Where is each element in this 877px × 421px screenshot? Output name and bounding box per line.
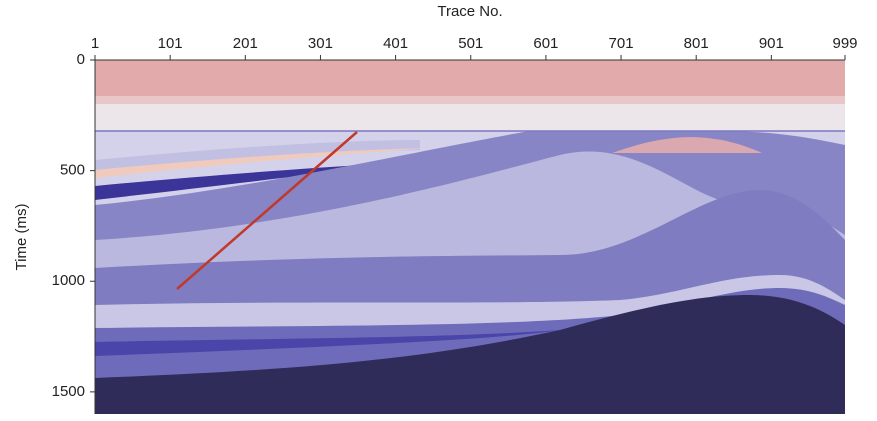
x-axis-label: Trace No. (437, 3, 502, 20)
y-axis-label: Time (ms) (13, 204, 30, 271)
x-tick-label: 701 (609, 35, 634, 52)
y-tick-label: 1000 (52, 272, 85, 289)
layer (95, 60, 845, 96)
x-tick-label: 301 (308, 35, 333, 52)
x-tick-label: 901 (759, 35, 784, 52)
x-tick-label: 801 (684, 35, 709, 52)
x-tick-label: 501 (458, 35, 483, 52)
page: {"chart_data": {"type": "section", "xlab… (0, 0, 877, 421)
y-tick-label: 0 (77, 51, 85, 68)
layer (95, 96, 845, 104)
x-tick-label: 101 (158, 35, 183, 52)
chart: Trace No. Time (ms) 1 101 201 301 401 501 601 7… (0, 0, 877, 421)
x-tick-label: 201 (233, 35, 258, 52)
x-tick-label: 401 (383, 35, 408, 52)
x-tick-label: 1 (91, 35, 99, 52)
x-tick-label: 601 (533, 35, 558, 52)
y-tick-label: 1500 (52, 383, 85, 400)
model (95, 60, 845, 414)
layer (95, 104, 845, 131)
x-tick-label: 999 (832, 35, 857, 52)
y-tick-label: 500 (60, 162, 85, 179)
